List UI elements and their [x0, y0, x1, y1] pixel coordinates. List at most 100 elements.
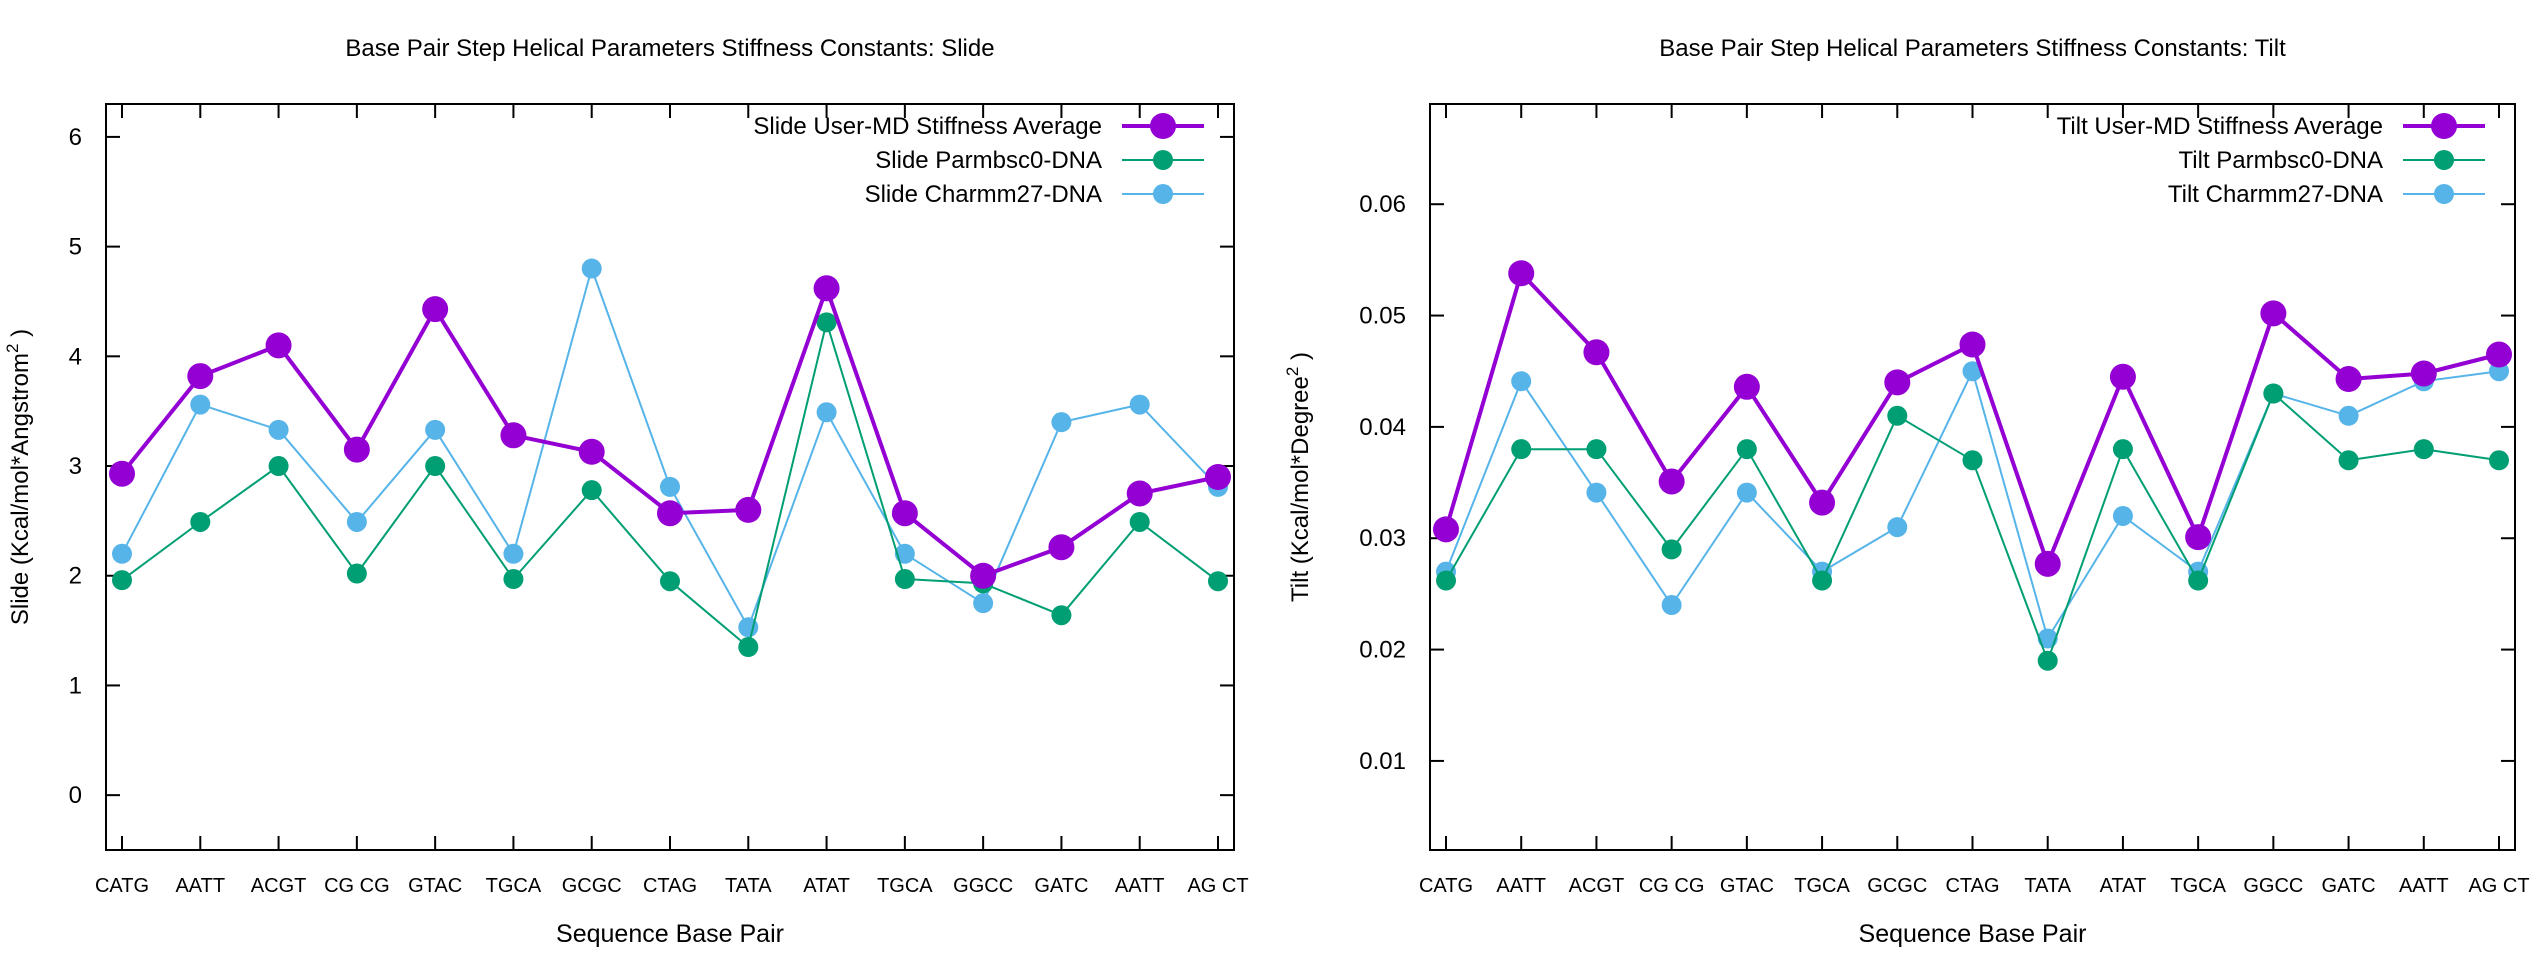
tilt-series-1-point	[2489, 450, 2509, 471]
tilt-series-0-point	[1733, 373, 1760, 400]
slide-series-0-point	[657, 500, 683, 527]
tilt-series-1-point	[2112, 439, 2133, 460]
slide-series-2-point	[1051, 412, 1072, 433]
slide-series-2-point	[816, 402, 837, 423]
tilt-series-0-point	[2185, 524, 2212, 551]
tilt-x-tick-label: CG CG	[1639, 875, 1705, 897]
tilt-series-0-point	[1809, 489, 1836, 516]
slide-chart-svg: Base Pair Step Helical Parameters Stiffn…	[3, 35, 1249, 948]
slide-series-0-point	[578, 438, 605, 465]
slide-y-tick-label: 6	[69, 124, 82, 151]
tilt-x-tick-label: TGCA	[1794, 875, 1850, 897]
tilt-series-0-point	[2260, 300, 2287, 327]
tilt-series-1-point	[1887, 405, 1908, 426]
slide-series-0-point	[891, 500, 918, 527]
tilt-x-tick-label: CATG	[1419, 875, 1473, 897]
slide-series-2-point	[973, 593, 994, 614]
tilt-x-tick-label: AATT	[2399, 875, 2449, 897]
tilt-series-2-point	[1511, 371, 1532, 392]
slide-series-0-point	[813, 275, 840, 302]
tilt-series-1-point	[1812, 570, 1833, 591]
slide-series-2-point	[894, 543, 915, 564]
slide-series-1-point	[1208, 571, 1228, 592]
tilt-series-0-point	[2335, 366, 2362, 393]
slide-series-1-point	[1129, 511, 1150, 532]
tilt-series-1-line	[1445, 392, 2500, 662]
tilt-x-tick-label: GATC	[2322, 875, 2376, 897]
slide-series-1-point	[425, 456, 446, 477]
slide-y-axis-label-exponent: 2	[3, 344, 22, 353]
tilt-legend-marker-0	[2431, 113, 2457, 139]
slide-x-tick-label: CATG	[95, 875, 149, 897]
tilt-series-2-point	[2338, 405, 2359, 426]
tilt-y-axis-label: Tilt (Kcal/mol*Degree2 )	[1283, 352, 1314, 602]
slide-series-2-point	[581, 258, 602, 279]
slide-x-tick-label: ACGT	[251, 875, 307, 897]
slide-series-1-point	[112, 570, 132, 591]
tilt-legend-marker-2	[2434, 184, 2454, 204]
tilt-series-1-point	[2263, 383, 2284, 404]
tilt-y-tick-label: 0.03	[1359, 525, 1406, 552]
tilt-series-1-point	[2037, 650, 2058, 671]
slide-series-2-point	[268, 419, 289, 440]
tilt-series-2-point	[2112, 505, 2133, 526]
tilt-x-tick-label: ACGT	[1569, 875, 1625, 897]
slide-series-0-point	[265, 332, 292, 359]
tilt-series-2-point	[1661, 595, 1682, 616]
slide-series-1-point	[738, 637, 759, 658]
tilt-series-0-point	[1658, 468, 1685, 495]
tilt-x-tick-label: TGCA	[2170, 875, 2226, 897]
tilt-series-1-point	[2188, 570, 2209, 591]
slide-legend-label-1: Slide Parmbsc0-DNA	[875, 147, 1102, 174]
tilt-series-1-point	[1736, 439, 1757, 460]
tilt-y-tick-label: 0.01	[1359, 748, 1406, 775]
tilt-series-1-point	[1586, 439, 1607, 460]
slide-series-1-point	[268, 456, 289, 477]
slide-x-tick-label: CG CG	[324, 875, 390, 897]
slide-y-tick-label: 5	[69, 234, 82, 261]
slide-series-1-point	[1051, 605, 1072, 626]
slide-x-tick-label: AATT	[175, 875, 225, 897]
slide-legend-label-0: Slide User-MD Stiffness Average	[753, 113, 1102, 140]
slide-series-1-point	[346, 563, 367, 584]
tilt-chart-title: Base Pair Step Helical Parameters Stiffn…	[1659, 35, 2286, 62]
slide-y-tick-label: 2	[69, 563, 82, 590]
slide-x-tick-label: GGCC	[953, 875, 1013, 897]
slide-x-axis-label: Sequence Base Pair	[556, 920, 784, 948]
tilt-legend-label-0: Tilt User-MD Stiffness Average	[2057, 113, 2383, 140]
slide-series-1-point	[816, 312, 837, 333]
tilt-series-0-point	[1508, 260, 1535, 287]
tilt-series-0-point	[2486, 341, 2512, 368]
slide-legend-marker-0	[1150, 113, 1176, 139]
tilt-x-tick-label: ATAT	[2100, 875, 2147, 897]
slide-series-1-point	[894, 569, 915, 590]
slide-series-0-point	[187, 363, 214, 390]
tilt-legend-label-2: Tilt Charmm27-DNA	[2168, 181, 2383, 208]
slide-stiffness-chart: Base Pair Step Helical Parameters Stiffn…	[3, 35, 1249, 948]
slide-legend-label-2: Slide Charmm27-DNA	[865, 181, 1102, 208]
slide-x-tick-label: GCGC	[562, 875, 622, 897]
slide-series-1-point	[190, 511, 211, 532]
slide-x-tick-label: ATAT	[803, 875, 850, 897]
tilt-x-tick-label: TATA	[2024, 875, 2071, 897]
slide-series-0-point	[422, 296, 449, 323]
slide-series-2-point	[425, 419, 446, 440]
tilt-legend-label-1: Tilt Parmbsc0-DNA	[2179, 147, 2383, 174]
slide-legend-marker-1	[1153, 150, 1173, 170]
slide-series-0-point	[1205, 464, 1231, 490]
slide-series-2-point	[346, 511, 367, 532]
tilt-legend-marker-1	[2434, 150, 2454, 170]
tilt-series-2-point	[1736, 482, 1757, 503]
tilt-series-1-point	[2413, 439, 2434, 460]
slide-series-2-point	[190, 394, 211, 415]
slide-series-2-point	[112, 543, 132, 564]
slide-x-tick-label: TGCA	[877, 875, 933, 897]
tilt-series-1-point	[1436, 570, 1456, 591]
tilt-x-tick-label: AATT	[1496, 875, 1546, 897]
slide-chart-title: Base Pair Step Helical Parameters Stiffn…	[345, 35, 994, 62]
slide-y-axis-label-close: )	[7, 329, 34, 344]
slide-series-2-point	[503, 543, 524, 564]
tilt-plot-frame	[1429, 103, 2516, 851]
slide-y-axis-label: Slide (Kcal/mol*Angstrom2 )	[3, 329, 34, 625]
slide-y-tick-label: 1	[69, 672, 82, 699]
